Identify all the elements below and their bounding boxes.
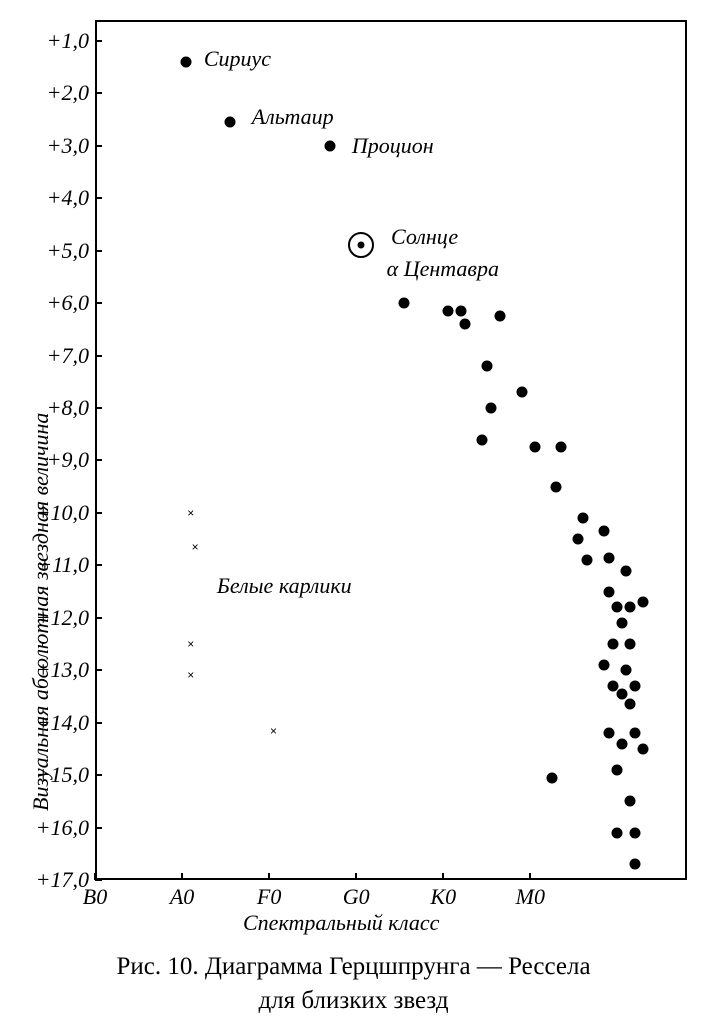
y-tick-label: +2,0 bbox=[0, 80, 89, 106]
y-tick-label: +6,0 bbox=[0, 290, 89, 316]
y-tick-mark bbox=[95, 827, 102, 829]
star-point bbox=[224, 117, 235, 128]
y-tick-label: +4,0 bbox=[0, 185, 89, 211]
y-tick-label: +16,0 bbox=[0, 815, 89, 841]
star-point bbox=[325, 140, 336, 151]
y-tick-mark bbox=[95, 459, 102, 461]
star-point bbox=[181, 56, 192, 67]
star-point bbox=[551, 481, 562, 492]
y-tick-label: +3,0 bbox=[0, 133, 89, 159]
star-label: Сириус bbox=[204, 46, 271, 72]
star-point bbox=[547, 772, 558, 783]
x-tick-label: G0 bbox=[343, 884, 370, 910]
star-point bbox=[616, 618, 627, 629]
x-tick-label: F0 bbox=[257, 884, 281, 910]
star-point bbox=[629, 827, 640, 838]
star-point bbox=[621, 665, 632, 676]
y-tick-mark bbox=[95, 617, 102, 619]
x-tick-mark bbox=[181, 873, 183, 880]
y-tick-mark bbox=[95, 92, 102, 94]
star-point bbox=[638, 597, 649, 608]
y-axis-label: Визуальная абсолютная звездная величина bbox=[28, 413, 54, 811]
x-tick-mark bbox=[529, 873, 531, 880]
y-tick-mark bbox=[95, 250, 102, 252]
star-point bbox=[516, 387, 527, 398]
y-tick-label: +5,0 bbox=[0, 238, 89, 264]
star-point bbox=[612, 827, 623, 838]
caption-line-1: Рис. 10. Диаграмма Герцшпрунга — Рессела bbox=[116, 953, 590, 980]
star-point bbox=[625, 639, 636, 650]
y-tick-mark bbox=[95, 512, 102, 514]
x-tick-mark bbox=[268, 873, 270, 880]
white-dwarf-point: × bbox=[187, 669, 194, 681]
figure-caption: Рис. 10. Диаграмма Герцшпрунга — Рессела… bbox=[0, 950, 707, 1018]
sun-marker bbox=[348, 232, 374, 258]
white-dwarf-point: × bbox=[270, 725, 277, 737]
y-tick-mark bbox=[95, 879, 102, 881]
star-point bbox=[460, 319, 471, 330]
star-label: α Центавра bbox=[387, 256, 499, 282]
star-point bbox=[486, 403, 497, 414]
y-tick-label: +7,0 bbox=[0, 343, 89, 369]
star-point bbox=[625, 699, 636, 710]
y-tick-label: +1,0 bbox=[0, 28, 89, 54]
y-tick-mark bbox=[95, 145, 102, 147]
star-point bbox=[603, 552, 614, 563]
y-tick-mark bbox=[95, 197, 102, 199]
star-point bbox=[638, 743, 649, 754]
x-tick-label: A0 bbox=[170, 884, 194, 910]
y-tick-mark bbox=[95, 302, 102, 304]
chart-container: +1,0+2,0+3,0+4,0+5,0+6,0+7,0+8,0+9,0+10,… bbox=[0, 0, 707, 1011]
x-tick-mark bbox=[355, 873, 357, 880]
white-dwarf-point: × bbox=[187, 638, 194, 650]
star-point bbox=[455, 306, 466, 317]
star-point bbox=[616, 738, 627, 749]
star-point bbox=[555, 442, 566, 453]
y-tick-mark bbox=[95, 355, 102, 357]
x-tick-mark bbox=[94, 873, 96, 880]
star-label: Альтаир bbox=[252, 104, 334, 130]
star-point bbox=[581, 555, 592, 566]
star-point bbox=[442, 306, 453, 317]
star-point bbox=[577, 513, 588, 524]
white-dwarf-point: × bbox=[192, 541, 199, 553]
y-tick-mark bbox=[95, 722, 102, 724]
star-point bbox=[477, 434, 488, 445]
y-tick-mark bbox=[95, 774, 102, 776]
white-dwarf-point: × bbox=[187, 507, 194, 519]
y-tick-mark bbox=[95, 669, 102, 671]
star-point bbox=[573, 534, 584, 545]
y-tick-mark bbox=[95, 407, 102, 409]
x-axis-label: Спектральный класс bbox=[243, 910, 439, 936]
y-tick-mark bbox=[95, 564, 102, 566]
star-point bbox=[494, 311, 505, 322]
x-tick-label: B0 bbox=[83, 884, 107, 910]
star-point bbox=[481, 361, 492, 372]
x-tick-label: M0 bbox=[516, 884, 545, 910]
star-label: Белые карлики bbox=[217, 573, 352, 599]
star-point bbox=[629, 680, 640, 691]
star-label: Процион bbox=[352, 133, 434, 159]
star-point bbox=[399, 298, 410, 309]
x-tick-label: K0 bbox=[430, 884, 456, 910]
star-point bbox=[621, 565, 632, 576]
star-point bbox=[599, 660, 610, 671]
star-point bbox=[616, 688, 627, 699]
star-point bbox=[529, 442, 540, 453]
star-label: Солнце bbox=[391, 224, 458, 250]
star-point bbox=[603, 728, 614, 739]
star-point bbox=[629, 859, 640, 870]
x-tick-mark bbox=[442, 873, 444, 880]
star-point bbox=[603, 586, 614, 597]
caption-line-2: для близких звезд bbox=[258, 987, 448, 1014]
star-point bbox=[625, 796, 636, 807]
star-point bbox=[599, 526, 610, 537]
star-point bbox=[612, 764, 623, 775]
star-point bbox=[629, 728, 640, 739]
y-tick-mark bbox=[95, 40, 102, 42]
star-point bbox=[612, 602, 623, 613]
star-point bbox=[608, 639, 619, 650]
y-tick-label: +17,0 bbox=[0, 867, 89, 893]
star-point bbox=[625, 602, 636, 613]
